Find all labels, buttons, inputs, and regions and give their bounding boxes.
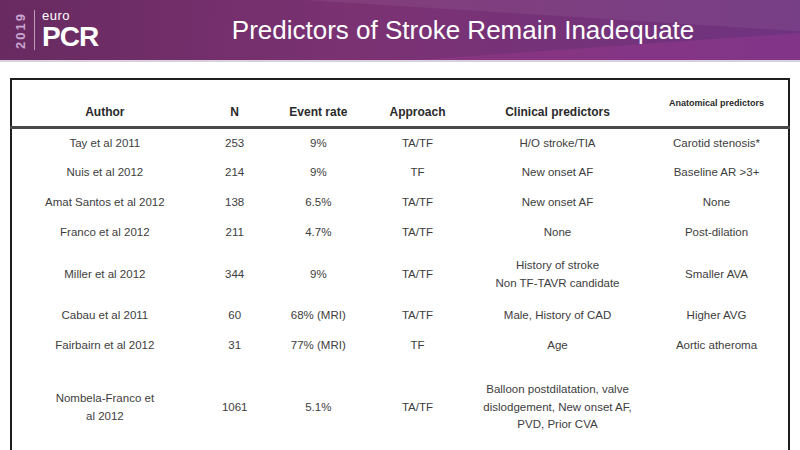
cell-anatomical-predictors: Carotid stenosis* bbox=[645, 127, 789, 158]
slide-header: 2019 euro PCR Predictors of Stroke Remai… bbox=[0, 0, 800, 62]
slide-title: Predictors of Stroke Remain Inadequate bbox=[98, 15, 800, 46]
cell-clinical-predictors: Age bbox=[470, 331, 645, 361]
predictors-table: Author N Event rate Approach Clinical pr… bbox=[10, 78, 790, 450]
cell-clinical-predictors: History of stroke Non TF-TAVR candidate bbox=[470, 248, 645, 302]
presentation-slide: 2019 euro PCR Predictors of Stroke Remai… bbox=[0, 0, 800, 450]
cell-anatomical-predictors: Higher AVG bbox=[645, 301, 789, 331]
logo-pcr-text: PCR bbox=[42, 23, 98, 51]
cell-event-rate: 9% bbox=[272, 158, 365, 188]
cell-approach: TA/TF bbox=[365, 248, 470, 302]
table-row: Amat Santos et al 2012 138 6.5% TA/TF Ne… bbox=[11, 188, 789, 218]
cell-event-rate: 9% bbox=[272, 127, 365, 158]
cell-approach: TF bbox=[365, 158, 470, 188]
cell-author: Nombela-Franco et al 2012 bbox=[11, 361, 198, 450]
table-row: Miller et al 2012 344 9% TA/TF History o… bbox=[11, 248, 789, 302]
cell-n: 344 bbox=[198, 248, 272, 302]
table-header-row: Author N Event rate Approach Clinical pr… bbox=[11, 79, 789, 127]
cell-clinical-predictors: None bbox=[470, 218, 645, 248]
cell-anatomical-predictors: Aortic atheroma bbox=[645, 331, 789, 361]
table-row: Tay et al 2011 253 9% TA/TF H/O stroke/T… bbox=[11, 127, 789, 158]
column-header-approach: Approach bbox=[365, 79, 470, 127]
cell-n: 60 bbox=[198, 301, 272, 331]
column-header-event-rate: Event rate bbox=[272, 79, 365, 127]
cell-clinical-predictors: H/O stroke/TIA bbox=[470, 127, 645, 158]
cell-n: 253 bbox=[198, 127, 272, 158]
cell-author: Tay et al 2011 bbox=[11, 127, 198, 158]
cell-author: Amat Santos et al 2012 bbox=[11, 188, 198, 218]
cell-author: Nuis et al 2012 bbox=[11, 158, 198, 188]
cell-event-rate: 6.5% bbox=[272, 188, 365, 218]
cell-event-rate: 9% bbox=[272, 248, 365, 302]
logo-divider bbox=[34, 10, 35, 50]
column-header-anatomical-predictors: Anatomical predictors bbox=[645, 79, 789, 127]
cell-event-rate: 68% (MRI) bbox=[272, 301, 365, 331]
cell-clinical-predictors: New onset AF bbox=[470, 158, 645, 188]
cell-approach: TA/TF bbox=[365, 301, 470, 331]
cell-approach: TA/TF bbox=[365, 218, 470, 248]
logo-wordmark: euro PCR bbox=[42, 9, 98, 51]
logo-year: 2019 bbox=[14, 12, 27, 49]
cell-author: Franco et al 2012 bbox=[11, 218, 198, 248]
cell-anatomical-predictors: Smaller AVA bbox=[645, 248, 789, 302]
cell-event-rate: 5.1% bbox=[272, 361, 365, 450]
cell-n: 214 bbox=[198, 158, 272, 188]
column-header-n: N bbox=[198, 79, 272, 127]
cell-n: 1061 bbox=[198, 361, 272, 450]
cell-anatomical-predictors: Baseline AR >3+ bbox=[645, 158, 789, 188]
cell-event-rate: 77% (MRI) bbox=[272, 331, 365, 361]
cell-author: Miller et al 2012 bbox=[11, 248, 198, 302]
cell-author: Cabau et al 2011 bbox=[11, 301, 198, 331]
table-row: Fairbairn et al 2012 31 77% (MRI) TF Age… bbox=[11, 331, 789, 361]
table-row: Nuis et al 2012 214 9% TF New onset AF B… bbox=[11, 158, 789, 188]
cell-approach: TA/TF bbox=[365, 361, 470, 450]
cell-clinical-predictors: New onset AF bbox=[470, 188, 645, 218]
cell-approach: TA/TF bbox=[365, 127, 470, 158]
cell-event-rate: 4.7% bbox=[272, 218, 365, 248]
slide-body: Author N Event rate Approach Clinical pr… bbox=[0, 62, 800, 450]
column-header-author: Author bbox=[11, 79, 198, 127]
cell-n: 138 bbox=[198, 188, 272, 218]
table-row: Franco et al 2012 211 4.7% TA/TF None Po… bbox=[11, 218, 789, 248]
cell-clinical-predictors: Balloon postdilatation, valve dislodgeme… bbox=[470, 361, 645, 450]
cell-anatomical-predictors: None bbox=[645, 188, 789, 218]
table-row: Cabau et al 2011 60 68% (MRI) TA/TF Male… bbox=[11, 301, 789, 331]
cell-n: 31 bbox=[198, 331, 272, 361]
cell-author: Fairbairn et al 2012 bbox=[11, 331, 198, 361]
table-row: Nombela-Franco et al 2012 1061 5.1% TA/T… bbox=[11, 361, 789, 450]
cell-anatomical-predictors: Post-dilation bbox=[645, 218, 789, 248]
cell-approach: TF bbox=[365, 331, 470, 361]
europcr-logo: 2019 euro PCR bbox=[0, 9, 98, 51]
table-body: Tay et al 2011 253 9% TA/TF H/O stroke/T… bbox=[11, 127, 789, 450]
cell-n: 211 bbox=[198, 218, 272, 248]
cell-anatomical-predictors bbox=[645, 361, 789, 450]
table-header: Author N Event rate Approach Clinical pr… bbox=[11, 79, 789, 127]
cell-approach: TA/TF bbox=[365, 188, 470, 218]
column-header-clinical-predictors: Clinical predictors bbox=[470, 79, 645, 127]
cell-clinical-predictors: Male, History of CAD bbox=[470, 301, 645, 331]
